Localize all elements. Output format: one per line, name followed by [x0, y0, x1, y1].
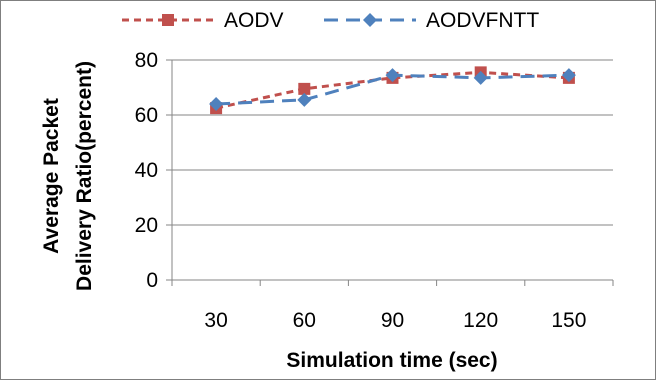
x-tick-label-90: 90 [381, 309, 404, 332]
data-point-aodvfntt-90 [385, 68, 400, 83]
data-point-aodvfntt-120 [473, 70, 488, 85]
y-tick-label-20: 20 [135, 214, 158, 237]
axes [166, 59, 614, 286]
y-axis-title-line-1: Average Packet [40, 98, 63, 254]
y-tick-label-0: 0 [146, 269, 158, 292]
gridlines [172, 59, 613, 226]
y-tick-labels: 0 20 40 60 80 [135, 49, 158, 292]
x-tick-label-60: 60 [293, 309, 316, 332]
legend-label-aodv: AODV [224, 9, 284, 32]
y-tick-label-60: 60 [135, 104, 158, 127]
x-tick-label-30: 30 [204, 309, 227, 332]
legend: AODV AODVFNTT [122, 9, 539, 32]
legend-marker-aodv [162, 14, 174, 26]
x-tick-label-150: 150 [551, 309, 586, 332]
x-tick-label-120: 120 [463, 309, 498, 332]
legend-item-aodv: AODV [122, 9, 284, 32]
x-axis-title: Simulation time (sec) [286, 349, 497, 372]
series-layer [209, 66, 576, 115]
data-point-aodvfntt-60 [297, 92, 312, 107]
y-axis-title-line-2: Delivery Ratio(percent) [73, 61, 96, 291]
y-tick-label-80: 80 [135, 49, 158, 72]
series-aodvfntt [209, 68, 576, 111]
data-point-aodv-60 [298, 82, 311, 95]
data-point-aodvfntt-30 [209, 97, 224, 111]
legend-item-aodvfntt: AODVFNTT [324, 9, 539, 32]
y-tick-label-40: 40 [135, 159, 158, 182]
x-tick-labels: 30 60 90 120 150 [204, 309, 586, 332]
data-point-aodvfntt-150 [561, 68, 576, 83]
series-line-aodv [215, 70, 569, 110]
legend-marker-aodvfntt [363, 13, 377, 27]
y-axis-title: Average Packet Delivery Ratio(percent) [40, 61, 96, 291]
legend-label-aodvfntt: AODVFNTT [426, 9, 539, 32]
